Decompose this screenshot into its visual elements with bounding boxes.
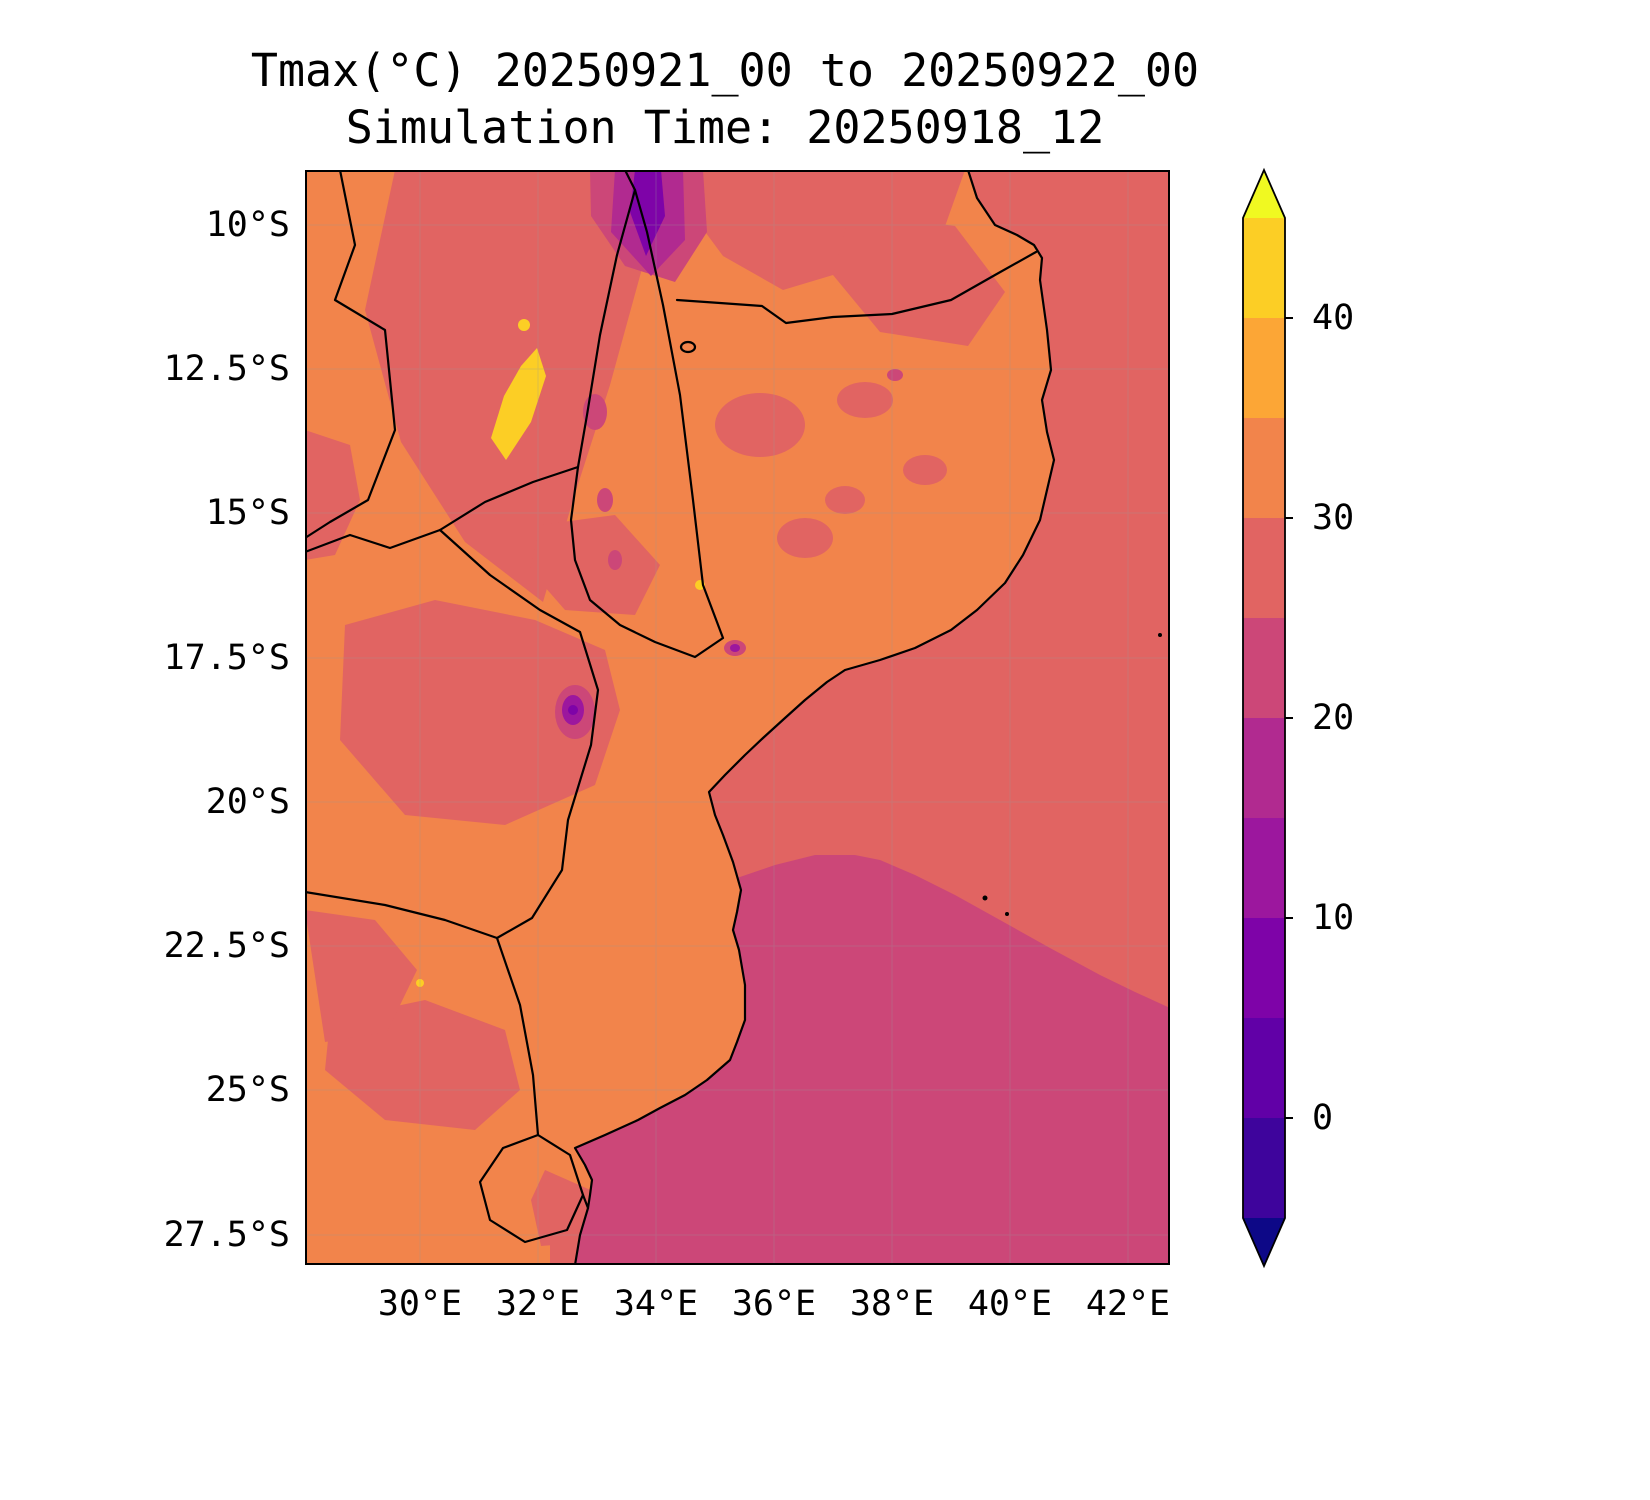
lon-tick-label: 40°E bbox=[967, 1284, 1053, 1324]
lon-tick-label: 32°E bbox=[495, 1284, 581, 1324]
rovuma-border bbox=[675, 250, 1038, 325]
gridlines bbox=[305, 170, 1170, 1265]
colorbar-outline bbox=[1242, 167, 1286, 1269]
colorbar-tick-label: 40 bbox=[1312, 298, 1355, 338]
limpopo-border bbox=[305, 890, 499, 940]
colorbar-tick-label: 10 bbox=[1312, 898, 1355, 938]
colorbar-under-arrow bbox=[1243, 1218, 1285, 1266]
lon-tick-label: 36°E bbox=[731, 1284, 817, 1324]
temperature-map bbox=[305, 170, 1170, 1265]
small-lake bbox=[679, 340, 697, 354]
lat-tick-label: 20°S bbox=[205, 782, 290, 822]
coastline bbox=[573, 170, 1056, 1265]
zambezi-west-border bbox=[305, 528, 442, 554]
island-dots bbox=[982, 633, 1162, 916]
hot-40-45-spots bbox=[416, 319, 705, 987]
colorbar-tick-label: 20 bbox=[1312, 698, 1355, 738]
zim-moz-border bbox=[438, 528, 600, 940]
map-frame bbox=[305, 170, 1170, 1265]
figure-subtitle: Simulation Time: 20250918_12 bbox=[345, 101, 1105, 154]
colorbar-tick-label: 30 bbox=[1312, 498, 1355, 538]
lat-tick-label: 17.5°S bbox=[163, 638, 290, 678]
malawi-border bbox=[569, 188, 725, 659]
lat-tick-label: 12.5°S bbox=[163, 349, 290, 389]
colorbar-over-arrow bbox=[1243, 170, 1285, 218]
eswatini-coast-link bbox=[581, 1193, 590, 1210]
colorbar-bands bbox=[1243, 218, 1285, 1218]
drc-zambia-border bbox=[305, 170, 397, 540]
lat-tick-label: 25°S bbox=[205, 1070, 290, 1110]
colorbar-tick-marks bbox=[1285, 317, 1293, 1119]
lat-tick-label: 15°S bbox=[205, 493, 290, 533]
lat-tick-label: 10°S bbox=[205, 205, 290, 245]
lat-tick-label: 22.5°S bbox=[163, 926, 290, 966]
colorbar bbox=[1242, 167, 1293, 1269]
figure-title: Tmax(°C) 20250921_00 to 20250922_00 bbox=[250, 44, 1200, 97]
zambia-moz-border bbox=[438, 465, 580, 532]
lon-tick-label: 34°E bbox=[613, 1284, 699, 1324]
country-borders bbox=[305, 170, 1056, 1265]
tz-border-spur bbox=[623, 170, 637, 192]
lon-tick-label: 42°E bbox=[1085, 1284, 1171, 1324]
moz-sa-border bbox=[495, 936, 540, 1137]
lon-tick-label: 30°E bbox=[377, 1284, 463, 1324]
lon-tick-label: 38°E bbox=[849, 1284, 935, 1324]
colorbar-tick-label: 0 bbox=[1312, 1098, 1334, 1138]
lat-tick-label: 27.5°S bbox=[163, 1215, 290, 1255]
cold-purple-cores bbox=[568, 170, 665, 715]
eswatini-border bbox=[478, 1133, 585, 1244]
